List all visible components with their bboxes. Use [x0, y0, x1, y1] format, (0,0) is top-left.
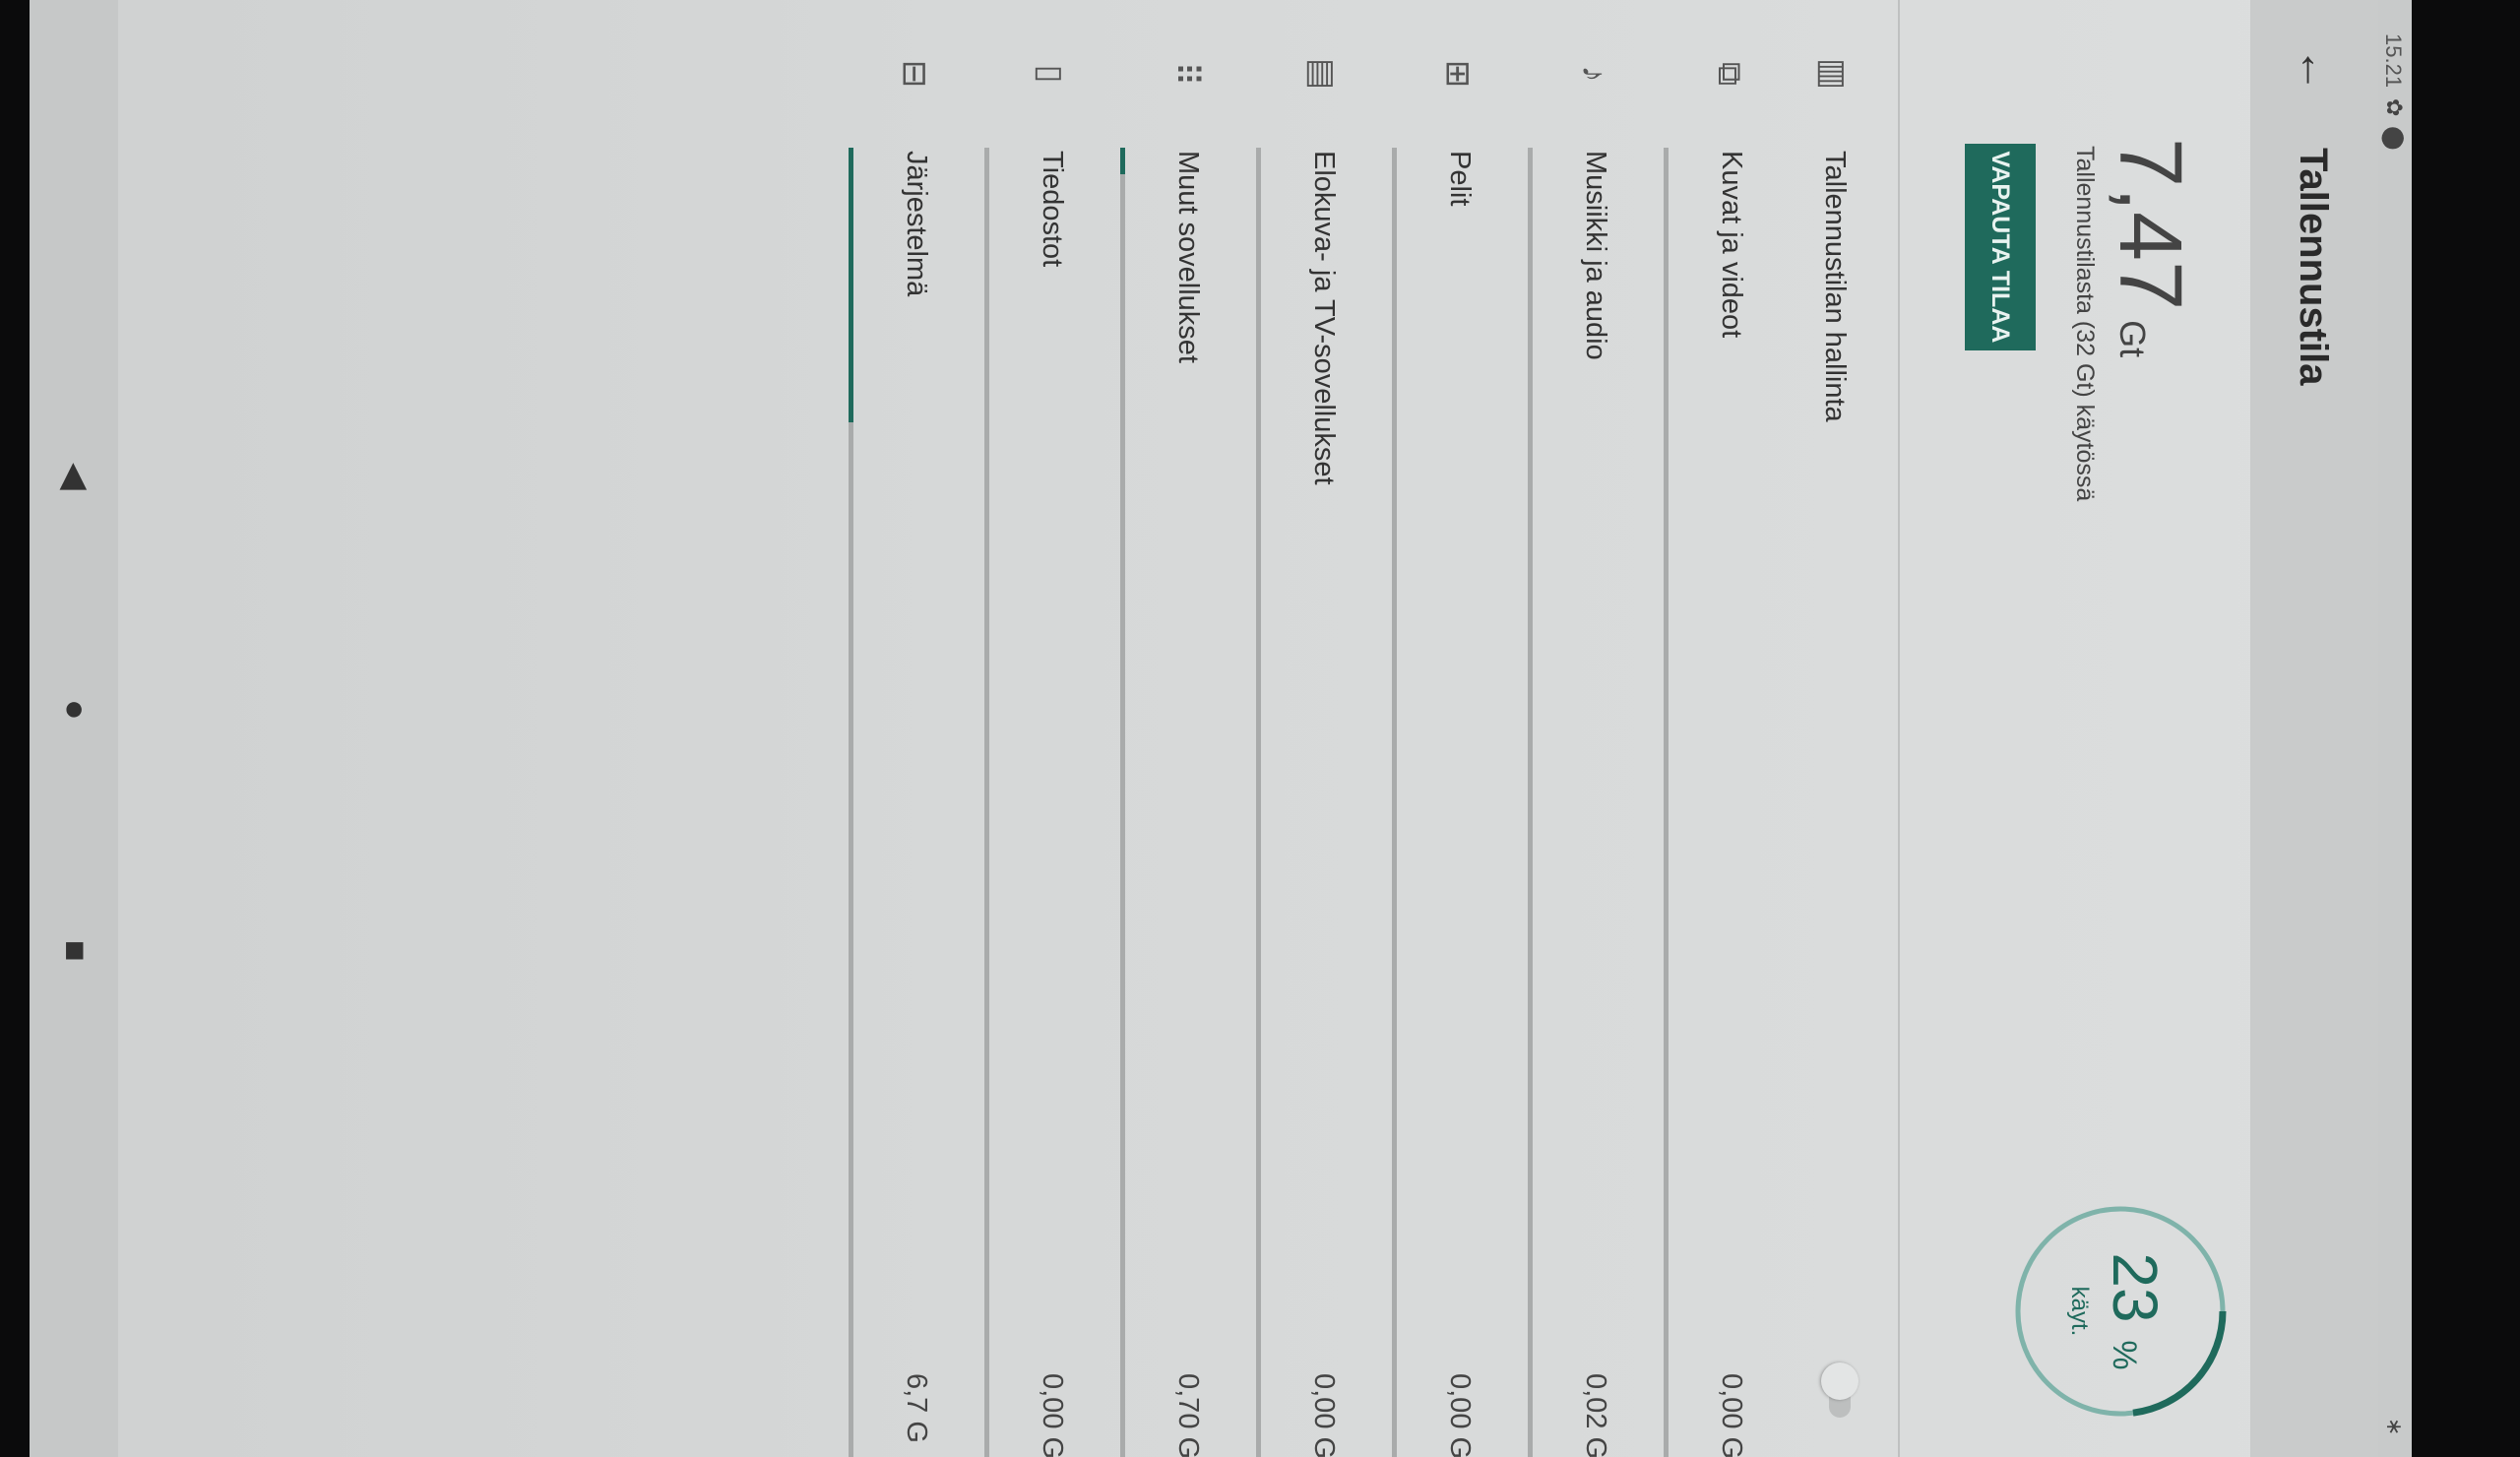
toggle-knob	[1821, 1362, 1858, 1400]
category-value: 0,00 G	[1308, 1373, 1340, 1457]
category-usage-fill	[849, 148, 853, 423]
category-value: 0,00 G	[1716, 1373, 1747, 1457]
nav-home-icon[interactable]: ●	[56, 699, 96, 721]
storage-manager-icon: ▥	[1814, 57, 1852, 91]
nav-back-icon[interactable]: ◀	[56, 463, 96, 490]
category-label: Pelit	[1444, 151, 1476, 207]
gauge-ring	[2014, 1205, 2227, 1418]
tablet-screen: 15.21 ✿ ⬤ ∗ ← Tallennustila 7,47 Gt Talle…	[30, 0, 2412, 1457]
category-row[interactable]: ⊞ Pelit 0,00 G	[1377, 0, 1505, 1457]
gauge-label: käyt.	[2066, 1286, 2093, 1337]
category-row[interactable]: ⊟ Järjestelmä 6,7 G	[834, 0, 962, 1457]
category-value: 0,02 G	[1580, 1373, 1611, 1457]
category-value: 0,00 G	[1037, 1373, 1068, 1457]
category-value: 0,70 G	[1172, 1373, 1204, 1457]
category-usage-fill	[1120, 148, 1125, 174]
location-icon: ⬤	[2382, 126, 2407, 151]
divider	[1898, 0, 1900, 1457]
movies-icon: ▤	[1303, 57, 1341, 91]
category-usage-bar	[1392, 148, 1397, 1457]
storage-manager-toggle[interactable]	[1821, 1362, 1858, 1418]
category-row[interactable]: ▯ Tiedostot 0,00 G	[970, 0, 1098, 1457]
category-usage-bar	[1256, 148, 1261, 1457]
status-time: 15.21	[2381, 33, 2406, 89]
music-icon: ♪	[1575, 65, 1612, 83]
category-row[interactable]: ▤ Elokuva- ja TV-sovellukset 0,00 G	[1241, 0, 1369, 1457]
category-row[interactable]: ⧉ Kuvat ja videot 0,00 G	[1649, 0, 1777, 1457]
page-title: Tallennustila	[2292, 148, 2335, 386]
category-value: 0,00 G	[1444, 1373, 1476, 1457]
bluetooth-icon: ∗	[2382, 1418, 2407, 1436]
games-icon: ⊞	[1439, 59, 1477, 89]
category-row[interactable]: ⠿ Muut sovellukset 0,70 G	[1105, 0, 1233, 1457]
category-label: Musiikki ja audio	[1580, 151, 1611, 360]
nav-recents-icon[interactable]: ■	[56, 940, 96, 962]
category-usage-bar	[984, 148, 989, 1457]
photos-icon: ⧉	[1711, 61, 1748, 87]
files-icon: ▯	[1032, 64, 1069, 84]
app-bar: ← Tallennustila	[2250, 0, 2378, 1457]
gauge-percent-value: 23	[2100, 1252, 2171, 1323]
category-usage-bar	[1528, 148, 1533, 1457]
category-label: Kuvat ja videot	[1716, 151, 1747, 339]
arrow-left-icon[interactable]: ←	[2291, 47, 2342, 93]
free-space-button[interactable]: VAPAUTA TILAA	[1965, 144, 2036, 350]
category-usage-bar	[849, 148, 853, 1457]
category-value: 6,7 G	[901, 1373, 932, 1443]
category-label: Elokuva- ja TV-sovellukset	[1308, 151, 1340, 485]
status-bar: 15.21 ✿ ⬤ ∗	[2378, 0, 2412, 1457]
category-usage-bar	[1664, 148, 1669, 1457]
gauge-percent: 23 %	[2099, 1203, 2172, 1420]
category-label: Muut sovellukset	[1172, 151, 1204, 363]
gauge-percent-sign: %	[2106, 1340, 2143, 1370]
usage-gauge: 23 % käyt.	[2012, 1203, 2229, 1420]
used-value: 7,47	[2101, 138, 2199, 311]
settings-icon: ✿	[2382, 98, 2407, 117]
system-icon: ⊟	[896, 59, 933, 89]
used-storage: 7,47 Gt	[2099, 138, 2200, 357]
category-label: Tiedostot	[1037, 151, 1068, 268]
category-label: Järjestelmä	[901, 151, 932, 297]
used-unit: Gt	[2112, 320, 2153, 358]
apps-icon: ⠿	[1167, 61, 1205, 87]
gauge-fill	[2014, 1205, 2227, 1418]
storage-subtitle: Tallennustilasta (32 Gt) käytössä	[2071, 146, 2099, 502]
storage-manager-label: Tallennustilan hallinta	[1819, 151, 1851, 422]
category-usage-bar	[1120, 148, 1125, 1457]
navigation-bar: ◀ ● ■	[30, 0, 118, 1457]
category-row[interactable]: ♪ Musiikki ja audio 0,02 G	[1513, 0, 1641, 1457]
